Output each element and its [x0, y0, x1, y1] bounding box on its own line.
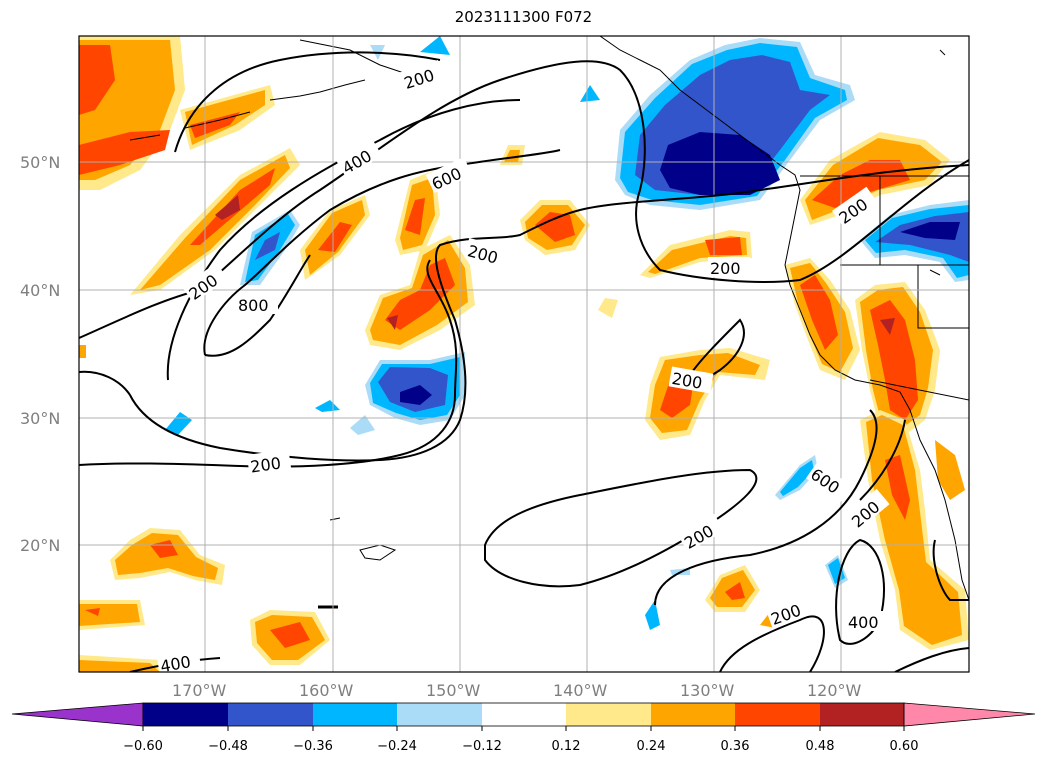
lon-label: 160°W	[299, 681, 354, 700]
colorbar-segment	[313, 703, 397, 726]
colorbar-segment	[143, 703, 228, 726]
colorbar-tick-label: 0.12	[552, 739, 581, 754]
contour-label: 200	[402, 65, 437, 93]
gridlines	[79, 36, 969, 672]
lat-label: 20°N	[20, 536, 60, 555]
colorbar-extend-low	[11, 702, 144, 727]
colorbar-segment	[651, 703, 735, 726]
contour-label: 200	[710, 259, 741, 278]
lon-label: 140°W	[553, 681, 608, 700]
lat-label: 40°N	[20, 281, 60, 300]
longitude-labels: 170°W 160°W 150°W 140°W 130°W 120°W	[172, 681, 862, 700]
lon-label: 120°W	[807, 681, 862, 700]
colorbar: −0.60 −0.48 −0.36 −0.24 −0.12 0.12 0.24 …	[11, 702, 1036, 754]
colorbar-segment	[566, 703, 651, 726]
colorbar-segment	[397, 703, 482, 726]
colorbar-tick-label: 0.36	[721, 739, 750, 754]
contour-label: 200	[768, 601, 803, 629]
latitude-labels: 50°N 40°N 30°N 20°N	[20, 153, 60, 555]
colorbar-tick-label: −0.48	[208, 739, 248, 754]
contour-label: 200	[249, 453, 282, 476]
colorbar-tick-label: 0.48	[806, 739, 835, 754]
colorbar-tick-label: −0.12	[462, 739, 502, 754]
positive-anomaly-regions	[79, 36, 969, 672]
colorbar-tick-label: 0.60	[890, 739, 919, 754]
coastlines	[129, 36, 969, 609]
colorbar-segment	[482, 703, 566, 726]
colorbar-tick-label: −0.60	[123, 739, 163, 754]
negative-anomaly-regions	[165, 36, 969, 630]
contour-lines	[79, 51, 969, 672]
lat-label: 30°N	[20, 409, 60, 428]
contour-label: 400	[848, 613, 879, 632]
colorbar-tick-label: 0.24	[637, 739, 666, 754]
colorbar-segment	[735, 703, 820, 726]
colorbar-extend-high	[903, 702, 1036, 727]
map-frame	[78, 35, 970, 673]
lon-label: 130°W	[680, 681, 735, 700]
colorbar-tick-label: −0.24	[377, 739, 417, 754]
lon-label: 170°W	[172, 681, 227, 700]
colorbar-segment	[228, 703, 313, 726]
colorbar-segment	[820, 703, 904, 726]
map-title: 2023111300 F072	[454, 8, 593, 26]
lat-label: 50°N	[20, 153, 60, 172]
shaded-field	[79, 36, 969, 672]
colorbar-tick-label: −0.36	[293, 739, 333, 754]
lon-label: 150°W	[426, 681, 481, 700]
contour-label: 800	[238, 296, 269, 315]
